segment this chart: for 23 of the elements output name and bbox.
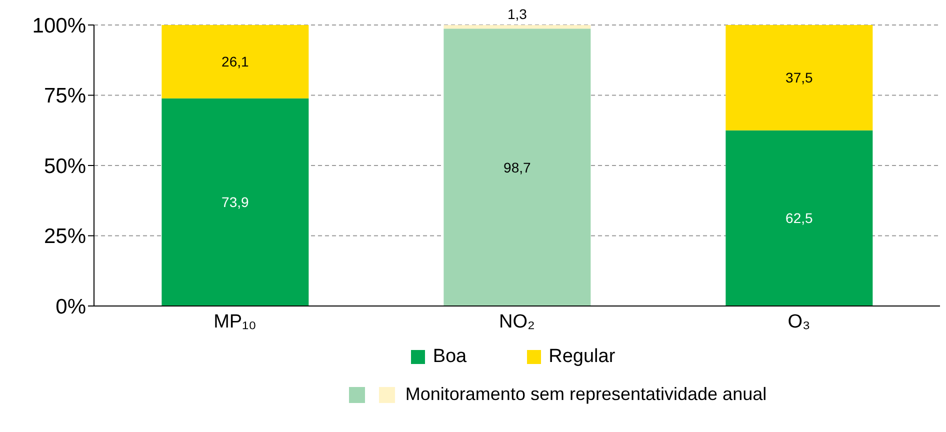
y-tick-label: 50% [44,154,86,178]
x-tick-label: MP₁₀ [214,311,256,332]
data-label: 62,5 [786,210,814,226]
bar [726,25,873,130]
data-label: 98,7 [504,159,532,176]
bar [444,25,591,29]
data-label: 26,1 [222,54,250,70]
x-tick-label: O₃ [788,311,810,332]
x-tick-label: NO₂ [499,311,535,332]
data-label: 1,3 [507,6,528,22]
y-tick-label: 25% [44,225,86,248]
legend-label: Regular [548,346,616,368]
bar [444,28,591,306]
data-label: 73,9 [222,194,250,210]
bar [162,25,309,98]
bar [726,130,873,306]
bar [162,98,309,306]
y-tick-label: 100% [32,14,86,38]
y-tick-label: 0% [56,295,86,318]
legend-label: Boa [432,346,467,368]
text: Monitoramento sem representatividade anual [405,384,767,405]
data-label: 37,5 [786,70,814,86]
y-tick-label: 75% [44,84,86,108]
